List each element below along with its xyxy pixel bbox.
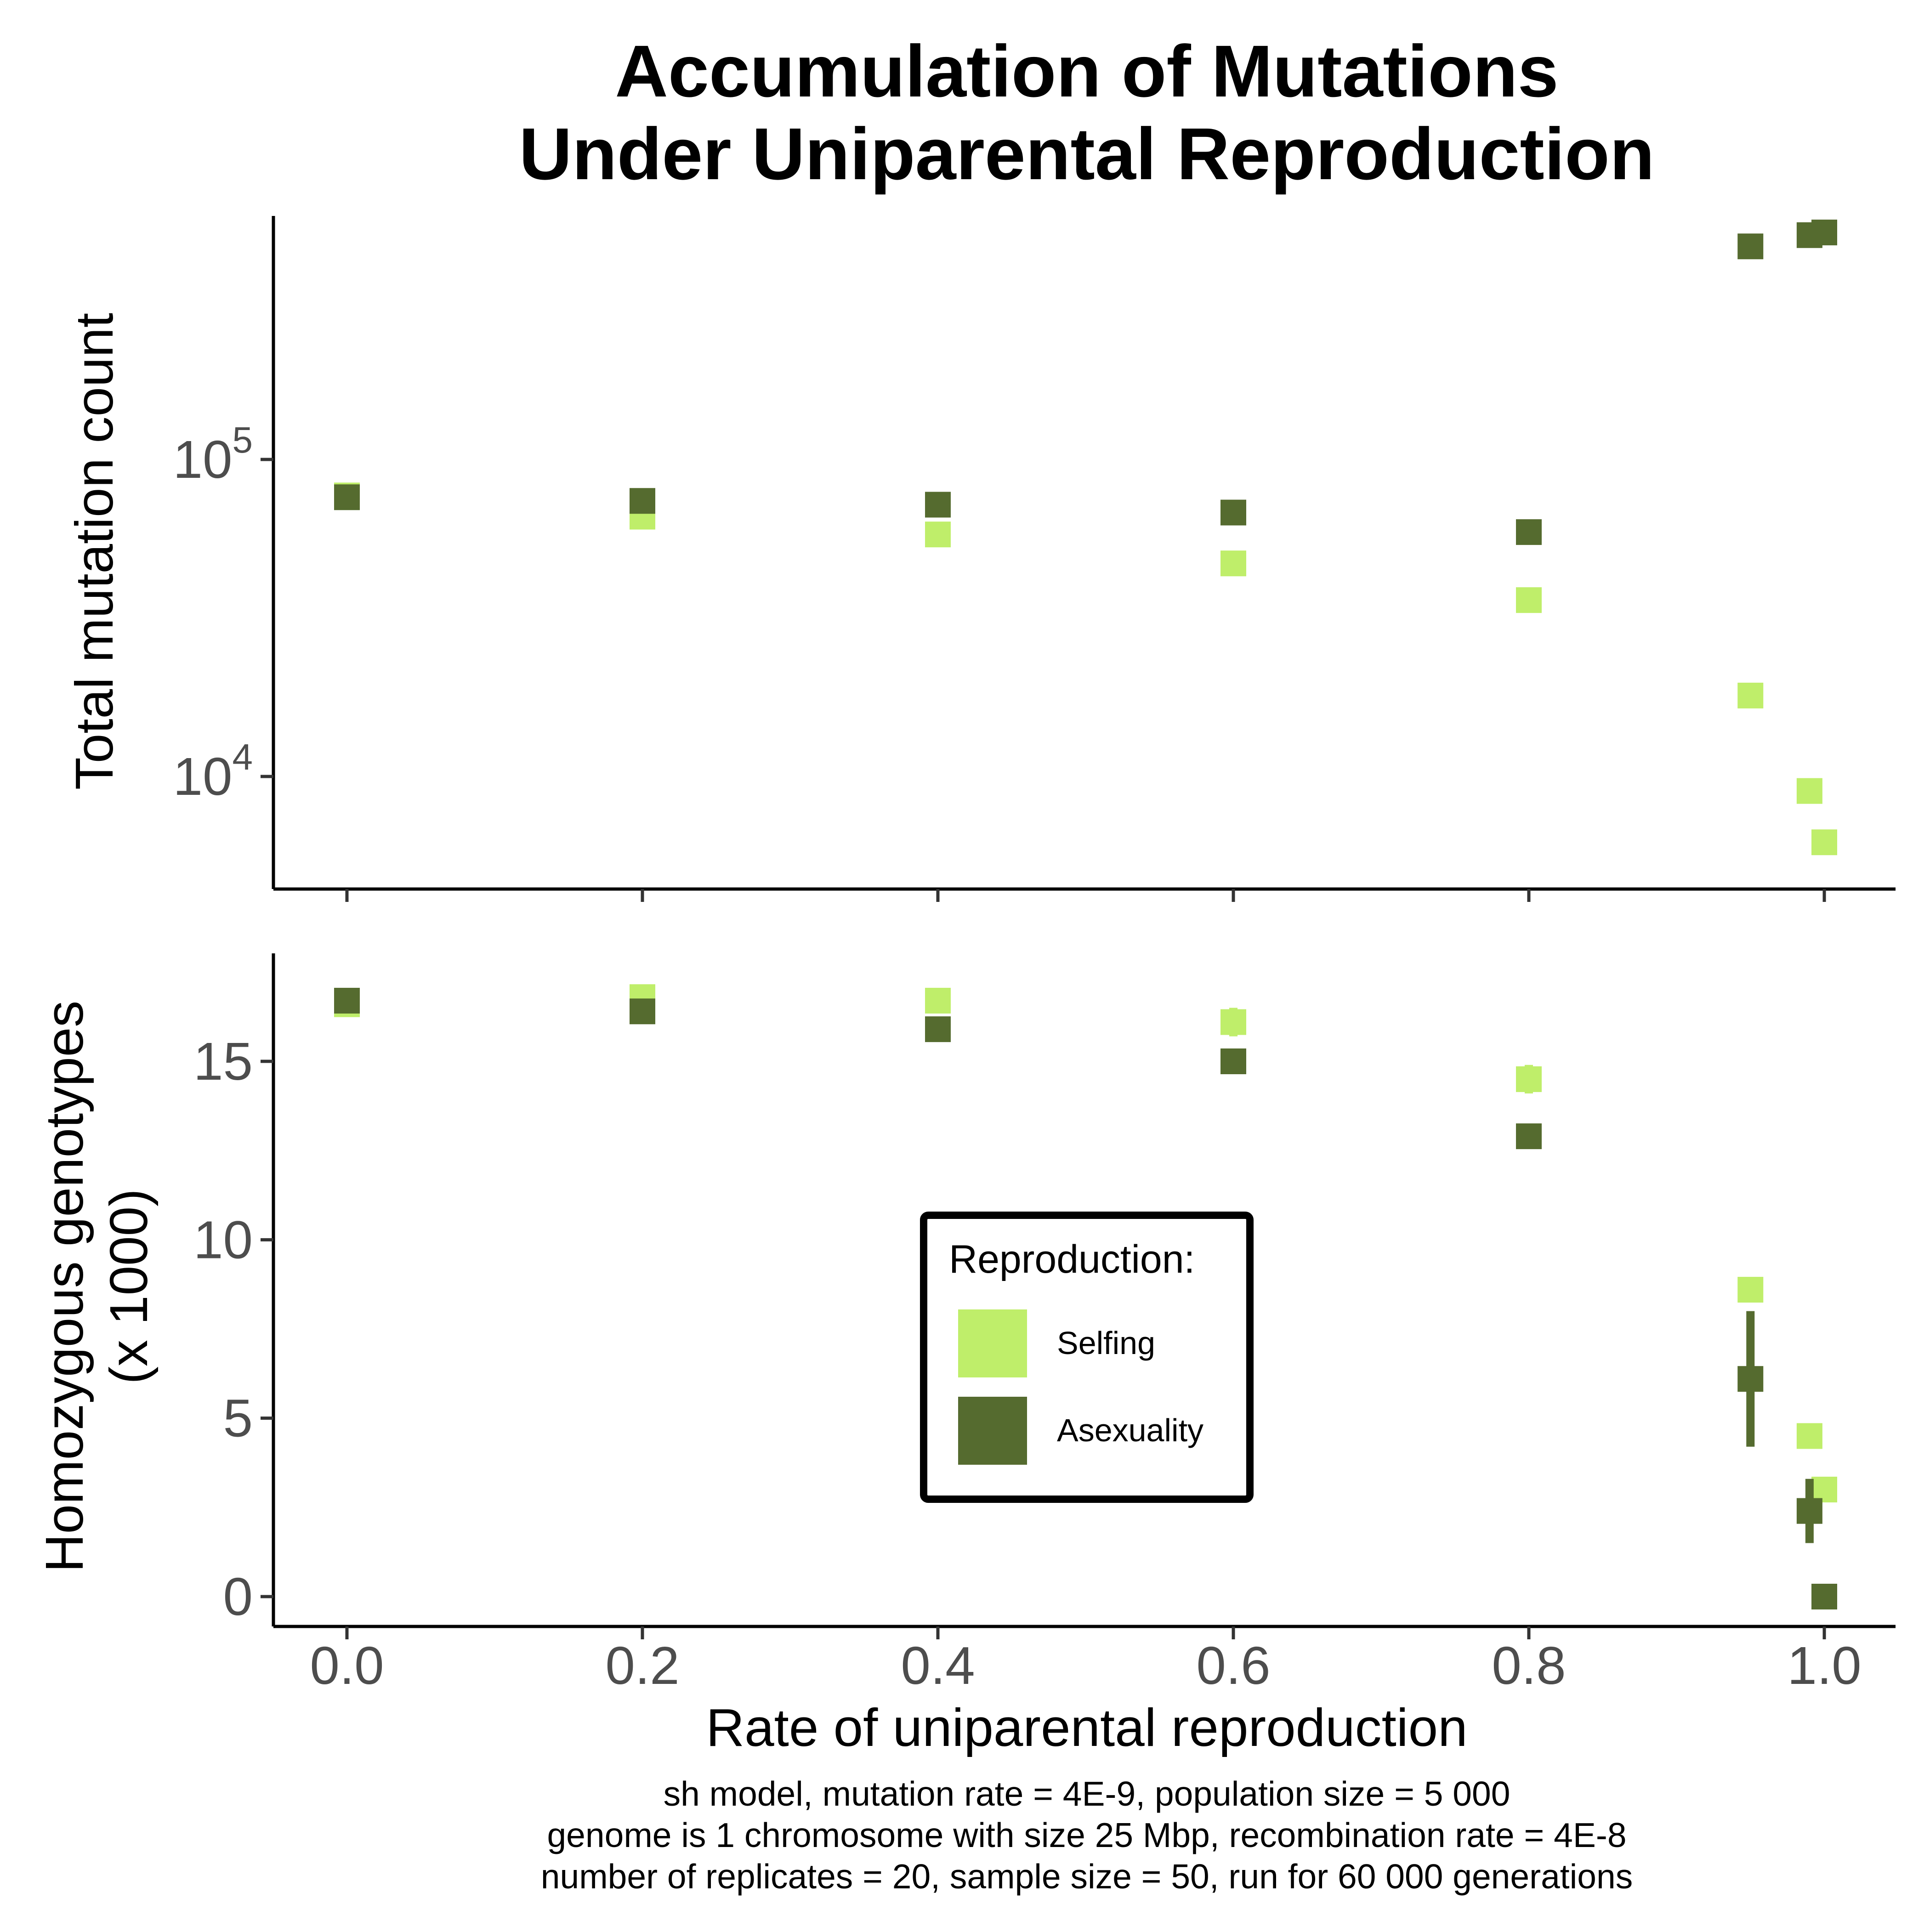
y-tick-label: 10 (193, 1210, 253, 1269)
point-selfing (1796, 778, 1822, 804)
x-tick-label: 0.0 (310, 1636, 384, 1695)
x-tick-label: 0.4 (901, 1636, 975, 1695)
caption-line-2: genome is 1 chromosome with size 25 Mbp,… (547, 1816, 1626, 1854)
point-asexuality (1811, 219, 1837, 245)
legend: Reproduction: Selfing Asexuality (920, 1212, 1254, 1503)
y-tick-label: 0 (223, 1567, 253, 1626)
point-selfing (1220, 1009, 1246, 1035)
point-asexuality (1516, 519, 1542, 545)
point-asexuality (925, 492, 951, 518)
caption-line-3: number of replicates = 20, sample size =… (541, 1857, 1633, 1896)
point-asexuality (334, 987, 360, 1014)
y-tick-label: 104 (173, 737, 253, 806)
point-asexuality (1796, 1498, 1822, 1524)
x-tick-label: 0.8 (1492, 1636, 1566, 1695)
point-selfing (925, 987, 951, 1014)
legend-label-asexuality: Asexuality (1057, 1412, 1203, 1448)
legend-label-selfing: Selfing (1057, 1325, 1155, 1361)
y-axis-title-bottom-line-1: Homozygous genotypes (34, 1001, 94, 1573)
point-asexuality (630, 998, 655, 1025)
x-axis: 0.0 0.2 0.4 0.6 0.8 1.0 (310, 1636, 1861, 1695)
point-selfing (1737, 1277, 1764, 1303)
point-asexuality (334, 484, 360, 510)
point-selfing (1737, 682, 1764, 708)
caption-line-1: sh model, mutation rate = 4E-9, populati… (664, 1774, 1510, 1813)
point-selfing (1811, 829, 1837, 856)
point-asexuality (1220, 499, 1246, 526)
y-axis-title-top: Total mutation count (64, 313, 124, 790)
y-axis-title-bottom-line-2: (x 1000) (99, 1189, 159, 1384)
chart-title-line-2: Under Uniparental Reproduction (519, 113, 1654, 195)
y-tick-label: 15 (193, 1031, 253, 1091)
point-asexuality (1737, 233, 1764, 260)
point-asexuality (630, 488, 655, 514)
point-selfing (1220, 550, 1246, 577)
legend-swatch-asexuality (958, 1397, 1027, 1465)
point-asexuality (1737, 1366, 1764, 1392)
point-selfing (1516, 1066, 1542, 1092)
x-tick-label: 1.0 (1787, 1636, 1861, 1695)
point-selfing (1796, 1423, 1822, 1449)
x-tick-label: 0.6 (1196, 1636, 1270, 1695)
legend-title: Reproduction: (949, 1237, 1195, 1281)
point-selfing (925, 521, 951, 548)
y-tick-label: 5 (223, 1388, 253, 1448)
point-selfing (1516, 587, 1542, 613)
point-asexuality (1516, 1123, 1542, 1150)
chart-title-line-1: Accumulation of Mutations (615, 30, 1558, 112)
x-tick-label: 0.2 (605, 1636, 679, 1695)
y-tick-label: 105 (173, 419, 253, 489)
panel-total-mutation-count: 105 104 (173, 216, 1896, 902)
point-asexuality (925, 1016, 951, 1042)
legend-swatch-selfing (958, 1309, 1027, 1377)
x-axis-title: Rate of uniparental reproduction (706, 1698, 1467, 1757)
panel-homozygous-genotypes: 0 5 10 15 (193, 953, 1896, 1639)
point-asexuality (1811, 1584, 1837, 1609)
point-asexuality (1220, 1048, 1246, 1074)
